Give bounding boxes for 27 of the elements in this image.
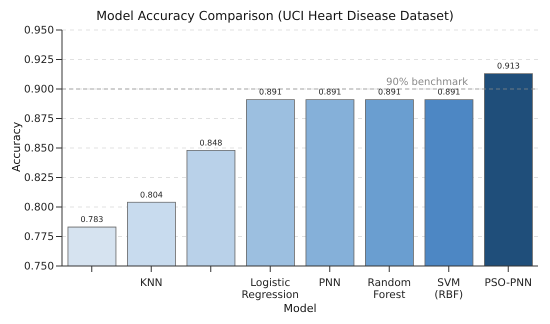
data-label: 0.848 xyxy=(199,138,222,148)
y-tick-label: 0.750 xyxy=(24,260,54,273)
y-tick-label: 0.825 xyxy=(24,172,54,184)
data-label: 0.891 xyxy=(318,88,342,97)
y-tick-label: 0.775 xyxy=(24,231,54,244)
data-label: 0.913 xyxy=(496,62,520,71)
ref-line-label: 90% benchmark xyxy=(386,77,468,88)
x-axis-title: Model xyxy=(283,302,317,315)
data-label: 0.804 xyxy=(140,190,163,200)
data-label: 0.891 xyxy=(437,88,460,97)
y-tick-label: 0.850 xyxy=(24,142,54,155)
x-tick-label: PNN xyxy=(318,277,341,289)
data-label: 0.891 xyxy=(258,88,282,97)
x-tick-label: Random Forest xyxy=(368,277,411,301)
y-tick-label: 0.800 xyxy=(24,202,54,214)
y-tick-label: 0.875 xyxy=(24,113,54,126)
x-tick-label: PSO-PNN xyxy=(484,277,532,289)
y-tick-label: 0.950 xyxy=(24,24,54,37)
x-tick-label: SVM (RBF) xyxy=(434,277,464,301)
x-tick-label: KNN xyxy=(140,277,163,289)
y-tick-label: 0.900 xyxy=(24,84,54,96)
chart-title: Model Accuracy Comparison (UCI Heart Disease Dataset) xyxy=(95,8,455,23)
data-label: 0.891 xyxy=(378,88,401,97)
x-tick-label: Logistic Regression xyxy=(242,277,299,301)
y-tick-label: 0.925 xyxy=(24,54,54,66)
y-axis-title: Accuracy xyxy=(10,121,23,172)
data-label: 0.783 xyxy=(80,215,104,224)
